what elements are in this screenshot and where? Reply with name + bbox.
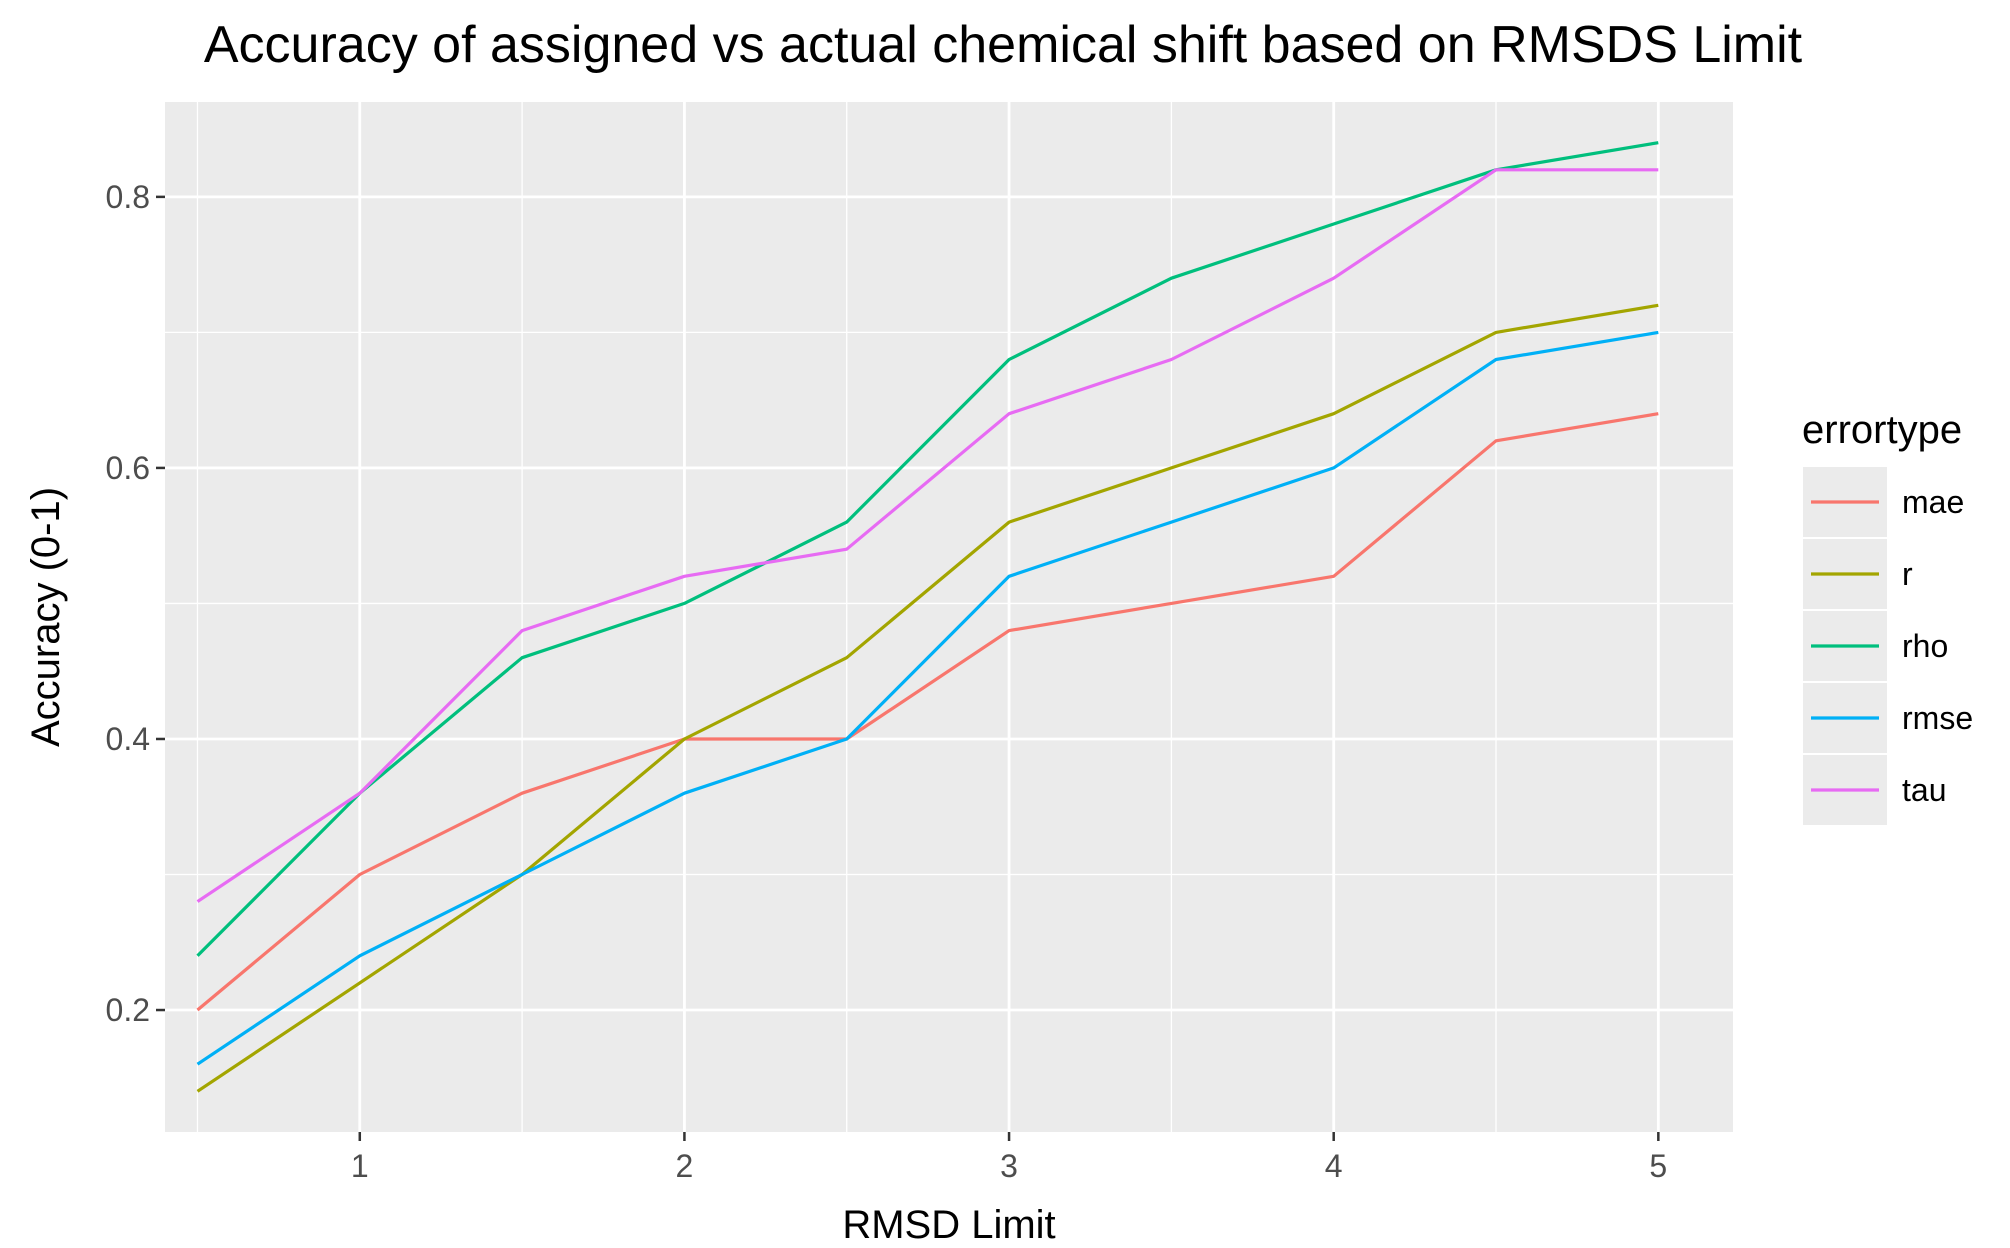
plot-panel [165, 102, 1733, 1132]
y-tick-label: 0.2 [106, 992, 150, 1028]
legend: errortype mae r rho rmse tau [1801, 408, 1973, 827]
y-tick-label: 0.4 [106, 721, 150, 757]
series-line-tau [196, 168, 1659, 903]
series-line-rho [196, 141, 1659, 957]
legend-label-rmse: rmse [1902, 700, 1973, 736]
y-axis-title: Accuracy (0-1) [24, 487, 68, 747]
x-axis: 1 2 3 4 5 [351, 1132, 1667, 1184]
x-tick-label: 5 [1649, 1148, 1667, 1184]
legend-label-tau: tau [1902, 772, 1946, 808]
series-lines [196, 141, 1659, 1093]
y-tick-label: 0.8 [106, 179, 150, 215]
grid-lines [165, 102, 1733, 1132]
legend-label-mae: mae [1902, 484, 1964, 520]
y-axis: 0.2 0.4 0.6 0.8 [106, 179, 165, 1028]
x-tick-label: 4 [1325, 1148, 1343, 1184]
series-line-mae [196, 412, 1659, 1012]
series-line-rmse [196, 330, 1659, 1066]
x-tick-label: 1 [351, 1148, 369, 1184]
y-tick-label: 0.6 [106, 450, 150, 486]
x-axis-title: RMSD Limit [842, 1203, 1055, 1247]
series-line-r [196, 303, 1659, 1093]
legend-label-rho: rho [1902, 628, 1948, 664]
x-tick-label: 2 [676, 1148, 694, 1184]
legend-title: errortype [1802, 408, 1962, 452]
legend-label-r: r [1902, 556, 1913, 592]
x-tick-label: 3 [1000, 1148, 1018, 1184]
chart-title: Accuracy of assigned vs actual chemical … [204, 16, 1803, 74]
